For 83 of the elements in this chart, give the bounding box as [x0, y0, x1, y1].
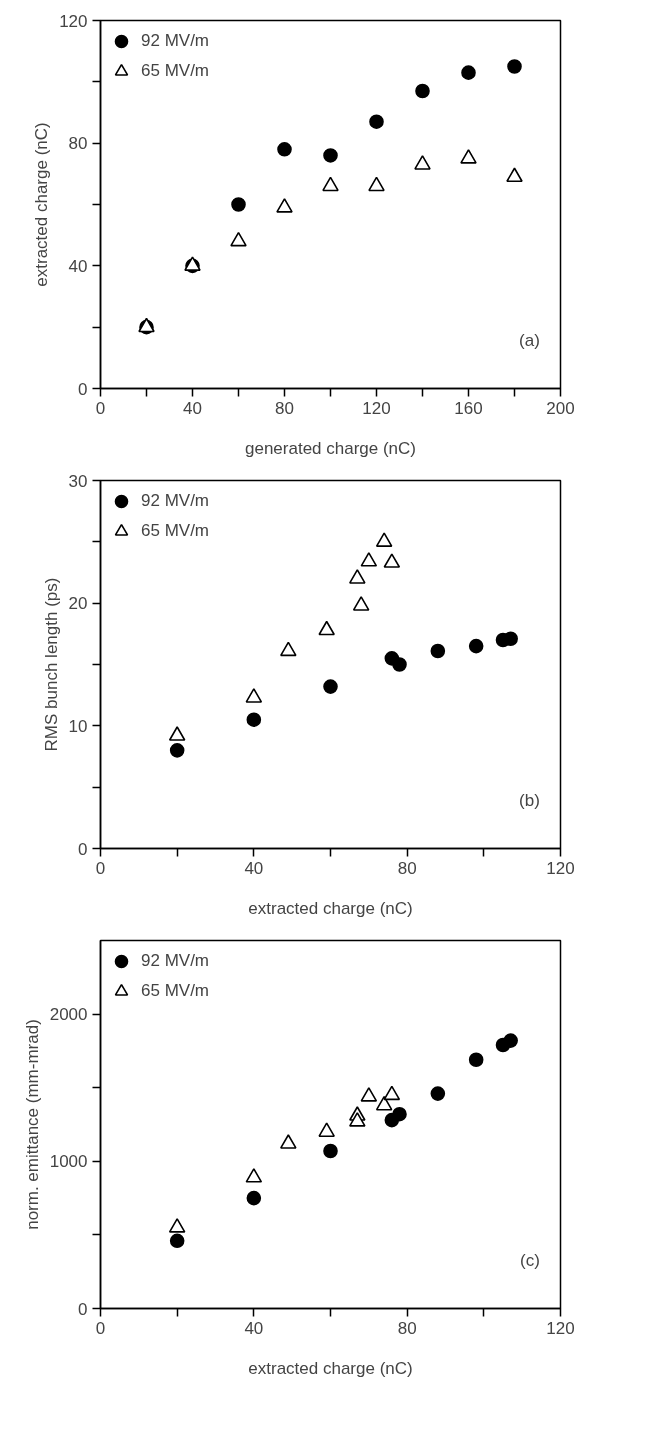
x-tick-label: 40	[244, 858, 264, 878]
point	[323, 1143, 338, 1159]
point	[323, 679, 338, 694]
x-tick-label: 120	[362, 398, 391, 418]
x-tick-label: 40	[244, 1318, 264, 1338]
point	[468, 1052, 484, 1068]
x-tick-label: 200	[546, 398, 575, 418]
point	[375, 1095, 393, 1111]
x-tick-label: 120	[546, 1318, 575, 1338]
y-axis-title: norm. emittance (mm-mrad)	[22, 1019, 42, 1230]
point	[468, 638, 484, 654]
y-tick-label: 80	[68, 134, 88, 154]
point	[383, 553, 401, 568]
point	[461, 65, 476, 80]
point	[392, 657, 407, 672]
point	[318, 620, 335, 636]
y-tick-label: 10	[68, 716, 88, 736]
point	[276, 198, 293, 213]
x-tick-label: 80	[275, 398, 294, 418]
y-tick-label: 0	[78, 1299, 88, 1319]
point	[375, 532, 393, 547]
y-tick-label: 30	[68, 471, 88, 491]
point	[323, 148, 338, 163]
y-tick-label: 0	[78, 839, 88, 859]
legend-label: 65 MV/m	[141, 60, 210, 82]
annotation: (c)	[519, 1251, 540, 1271]
point	[322, 176, 339, 192]
x-tick-label: 80	[397, 1318, 417, 1338]
point	[415, 83, 430, 99]
point	[368, 176, 385, 192]
point	[231, 197, 246, 212]
point	[245, 1168, 263, 1183]
point	[507, 59, 522, 74]
point	[169, 743, 185, 758]
x-axis-title: generated charge (nC)	[244, 438, 417, 458]
point	[246, 1190, 262, 1206]
point	[349, 1112, 366, 1127]
y-tick-label: 120	[59, 11, 88, 31]
x-tick-label: 160	[454, 398, 483, 418]
annotation: (a)	[519, 331, 540, 351]
point	[246, 712, 262, 727]
x-tick-label: 0	[95, 1318, 106, 1338]
legend-label: 65 MV/m	[141, 980, 210, 1002]
point	[503, 631, 518, 647]
point	[383, 1085, 401, 1101]
y-axis-title: extracted charge (nC)	[32, 122, 52, 287]
point	[392, 1106, 407, 1122]
y-tick-label: 1000	[49, 1152, 88, 1172]
x-tick-label: 40	[183, 398, 202, 418]
point	[503, 1033, 518, 1048]
annotation: (b)	[519, 791, 540, 811]
y-axis-title: RMS bunch length (ps)	[41, 577, 61, 752]
point	[168, 1218, 186, 1233]
legend-label: 92 MV/m	[141, 490, 210, 512]
point	[360, 552, 378, 567]
x-tick-label: 0	[95, 858, 106, 878]
x-tick-label: 0	[95, 398, 106, 418]
x-axis-title: extracted charge (nC)	[248, 898, 413, 918]
legend-label: 92 MV/m	[141, 950, 210, 972]
y-tick-label: 40	[68, 256, 88, 276]
x-tick-label: 80	[397, 858, 417, 878]
point	[506, 167, 523, 183]
point	[230, 231, 247, 247]
y-tick-label: 0	[78, 379, 88, 399]
point	[349, 569, 366, 584]
point	[277, 142, 292, 157]
point	[360, 1087, 378, 1102]
point	[369, 114, 384, 129]
x-axis-title: extracted charge (nC)	[248, 1358, 413, 1378]
point	[352, 596, 370, 611]
legend-label: 92 MV/m	[141, 30, 210, 52]
point	[280, 1134, 297, 1149]
y-tick-label: 2000	[49, 1005, 88, 1025]
point	[318, 1122, 335, 1137]
point	[280, 641, 297, 657]
point	[430, 1086, 446, 1101]
point	[414, 155, 431, 170]
point	[460, 149, 477, 164]
x-tick-label: 120	[546, 858, 575, 878]
point	[245, 688, 263, 703]
legend-label: 65 MV/m	[141, 520, 210, 542]
point	[430, 643, 446, 659]
y-tick-label: 20	[68, 594, 88, 614]
